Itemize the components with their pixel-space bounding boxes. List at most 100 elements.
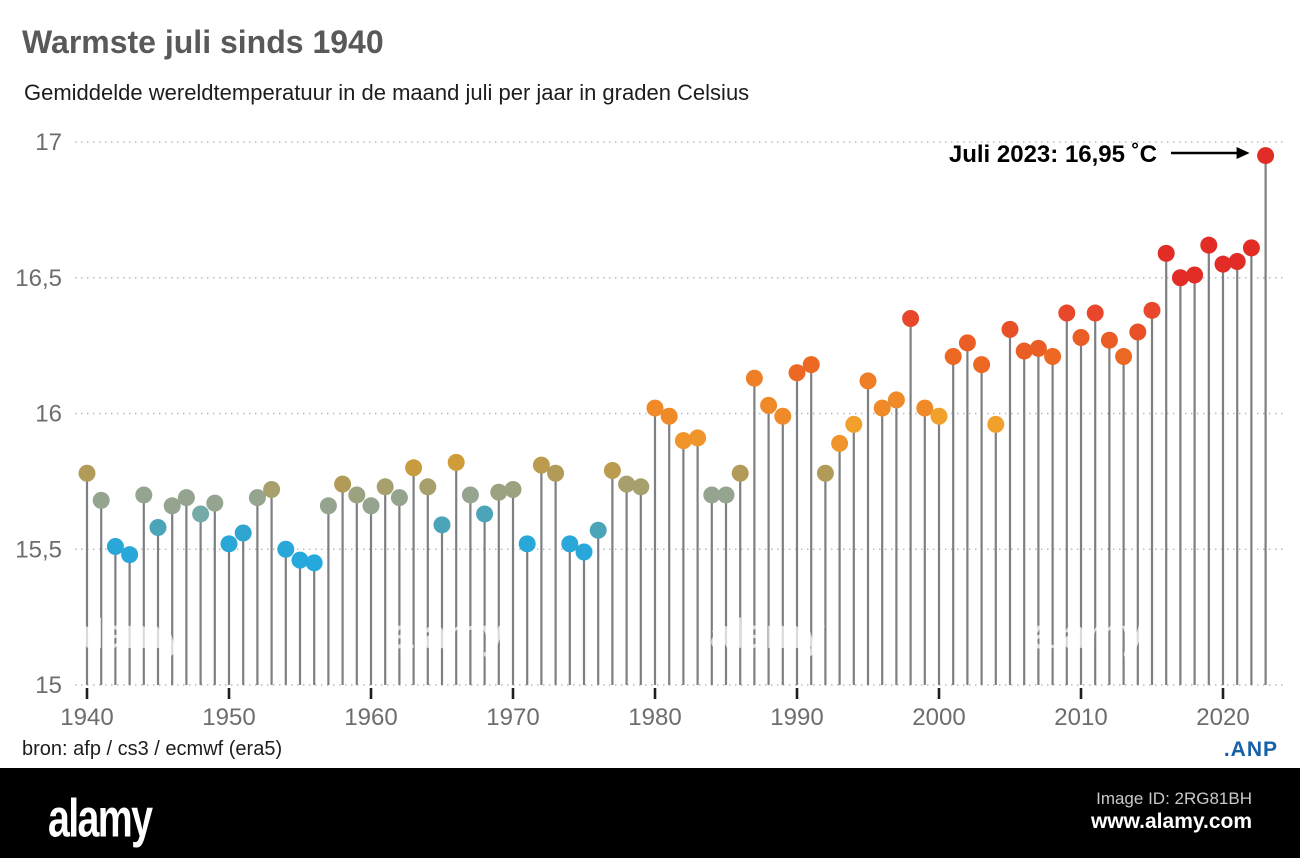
x-axis-label: 1940 (60, 704, 113, 731)
data-point-1978 (618, 475, 636, 493)
data-point-1967 (461, 486, 479, 504)
data-point-2023 (1257, 147, 1275, 165)
y-axis-label: 16 (35, 401, 62, 428)
data-point-2015 (1143, 301, 1161, 319)
y-axis-label: 17 (35, 129, 62, 156)
data-point-1983 (689, 429, 707, 447)
x-axis-label: 2000 (912, 704, 965, 731)
data-point-1956 (305, 554, 323, 572)
data-point-1976 (589, 521, 607, 539)
data-point-1948 (192, 505, 210, 523)
x-axis-label: 1960 (344, 704, 397, 731)
data-point-1973 (547, 464, 565, 482)
data-point-1990 (788, 364, 806, 382)
data-point-1982 (674, 432, 692, 450)
x-axis-label: 1980 (628, 704, 681, 731)
data-point-1998 (902, 309, 920, 327)
data-point-2013 (1115, 347, 1133, 365)
data-point-1999 (916, 399, 934, 417)
annotation-2023: Juli 2023: 16,95 ˚C (949, 141, 1157, 169)
data-point-1986 (731, 464, 749, 482)
data-point-1949 (206, 494, 224, 512)
data-point-1960 (362, 497, 380, 515)
data-point-1996 (873, 399, 891, 417)
x-axis-label: 2010 (1054, 704, 1107, 731)
data-point-2002 (958, 334, 976, 352)
data-point-1955 (291, 551, 309, 569)
data-point-1994 (845, 415, 863, 433)
x-axis-label: 1990 (770, 704, 823, 731)
data-point-1958 (334, 475, 352, 493)
data-point-1941 (92, 491, 110, 509)
data-point-1984 (703, 486, 721, 504)
data-point-1943 (121, 546, 139, 564)
alamy-meta: Image ID: 2RG81BH www.alamy.com (1091, 788, 1252, 836)
data-point-2007 (1029, 339, 1047, 357)
data-point-1962 (390, 489, 408, 507)
annotation-label: Juli 2023: 16,95 ˚C (948, 141, 1157, 168)
data-point-2018 (1186, 266, 1204, 284)
data-point-1979 (632, 478, 650, 496)
data-point-1977 (603, 462, 621, 480)
y-axis-label: 15 (35, 672, 62, 699)
data-point-1969 (490, 483, 508, 501)
data-point-1947 (177, 489, 195, 507)
data-point-1954 (277, 540, 295, 558)
data-point-2003 (973, 356, 991, 374)
data-point-1980 (646, 399, 664, 417)
data-point-1971 (518, 535, 536, 553)
data-point-1988 (760, 396, 778, 414)
data-point-1965 (433, 516, 451, 534)
image-id-text: Image ID: 2RG81BH (1096, 789, 1252, 808)
data-point-2009 (1058, 304, 1076, 322)
data-point-1963 (405, 459, 423, 477)
data-point-2014 (1129, 323, 1147, 341)
source-text: bron: afp / cs3 / ecmwf (era5) (22, 738, 283, 760)
data-point-1957 (319, 497, 337, 515)
data-point-2001 (944, 347, 962, 365)
page-title: Warmste juli sinds 1940 (22, 24, 384, 60)
data-point-1985 (717, 486, 735, 504)
data-point-2022 (1242, 239, 1260, 257)
alamy-url-text: www.alamy.com (1090, 810, 1252, 834)
x-axis-label: 2020 (1196, 704, 1249, 731)
data-point-1961 (376, 478, 394, 496)
source-row: bron: afp / cs3 / ecmwf (era5) .ANP (22, 738, 1278, 762)
data-point-1945 (149, 519, 167, 537)
data-point-1987 (745, 369, 763, 387)
data-point-1940 (78, 464, 96, 482)
data-point-1993 (831, 434, 849, 452)
data-point-1992 (816, 464, 834, 482)
data-point-1975 (575, 543, 593, 561)
data-point-2012 (1100, 331, 1118, 349)
data-point-1946 (163, 497, 181, 515)
data-point-2021 (1228, 252, 1246, 270)
data-point-2020 (1214, 255, 1232, 273)
y-axis-label: 16,5 (15, 265, 62, 292)
data-point-2006 (1015, 342, 1033, 360)
data-point-1972 (532, 456, 550, 474)
data-point-1953 (263, 481, 281, 499)
data-point-2011 (1086, 304, 1104, 322)
data-point-1966 (447, 453, 465, 471)
data-point-1995 (859, 372, 877, 390)
data-point-1944 (135, 486, 153, 504)
data-point-1968 (476, 505, 494, 523)
data-point-2017 (1171, 269, 1189, 287)
data-point-1970 (504, 481, 522, 499)
anp-logo: .ANP (1223, 738, 1278, 761)
data-point-2005 (1001, 320, 1019, 338)
data-point-1959 (348, 486, 366, 504)
data-point-1991 (802, 356, 820, 374)
data-point-1981 (660, 407, 678, 425)
data-point-1989 (774, 407, 792, 425)
data-point-2008 (1044, 347, 1062, 365)
data-point-2000 (930, 407, 948, 425)
y-axis-label: 15,5 (15, 536, 62, 563)
data-point-1997 (887, 391, 905, 409)
alamy-logo: alamy (48, 789, 153, 849)
data-point-1964 (419, 478, 437, 496)
alamy-footer-bar: alamy Image ID: 2RG81BH www.alamy.com (0, 768, 1300, 858)
data-point-2019 (1200, 236, 1218, 254)
